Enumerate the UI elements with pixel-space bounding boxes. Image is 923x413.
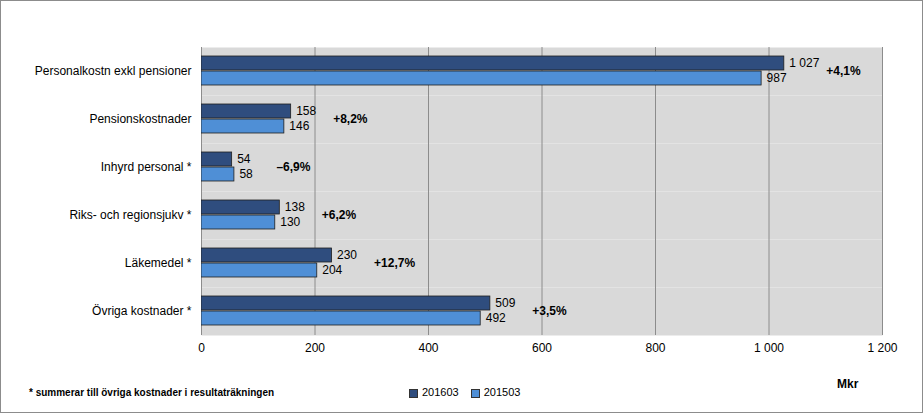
html-text:201503: 201503 xyxy=(483,386,521,398)
svg-text:146: 146 xyxy=(289,119,309,133)
svg-text:+8,2%: +8,2% xyxy=(333,112,368,126)
svg-text:600: 600 xyxy=(532,341,552,355)
svg-text:158: 158 xyxy=(296,104,316,118)
svg-text:509: 509 xyxy=(495,296,515,310)
svg-text:130: 130 xyxy=(280,215,300,229)
svg-text:230: 230 xyxy=(337,248,357,262)
svg-text:1 027: 1 027 xyxy=(789,56,819,70)
svg-text:1 000: 1 000 xyxy=(754,341,784,355)
svg-text:+3,5%: +3,5% xyxy=(532,304,567,318)
svg-text:204: 204 xyxy=(322,263,342,277)
svg-text:200: 200 xyxy=(305,341,325,355)
svg-text:400: 400 xyxy=(418,341,438,355)
svg-text:Riks- och regionsjukv *: Riks- och regionsjukv * xyxy=(69,208,191,222)
svg-text:+12,7%: +12,7% xyxy=(374,256,415,270)
html-text:201603: 201603 xyxy=(422,386,459,398)
svg-text:+4,1%: +4,1% xyxy=(826,64,861,78)
svg-text:–6,9%: –6,9% xyxy=(276,160,310,174)
svg-text:800: 800 xyxy=(645,341,665,355)
svg-text:Inhyrd personal *: Inhyrd personal * xyxy=(101,160,192,174)
svg-text:1 200: 1 200 xyxy=(867,341,897,355)
svg-text:Läkemedel *: Läkemedel * xyxy=(125,256,192,270)
svg-text:58: 58 xyxy=(239,167,253,181)
svg-text:Personalkostn exkl pensioner: Personalkostn exkl pensioner xyxy=(35,64,192,78)
svg-text:0: 0 xyxy=(198,341,205,355)
svg-text:+6,2%: +6,2% xyxy=(322,208,357,222)
html-text:* summerar till övriga kostnad: * summerar till övriga kostnader i resul… xyxy=(29,387,275,398)
svg-text:Pensionskostnader: Pensionskostnader xyxy=(89,112,191,126)
svg-text:138: 138 xyxy=(285,200,305,214)
svg-text:Övriga kostnader *: Övriga kostnader * xyxy=(92,304,192,318)
html-text:Mkr: Mkr xyxy=(837,377,859,391)
svg-text:54: 54 xyxy=(237,152,251,166)
svg-text:987: 987 xyxy=(767,71,787,85)
svg-text:492: 492 xyxy=(486,311,506,325)
